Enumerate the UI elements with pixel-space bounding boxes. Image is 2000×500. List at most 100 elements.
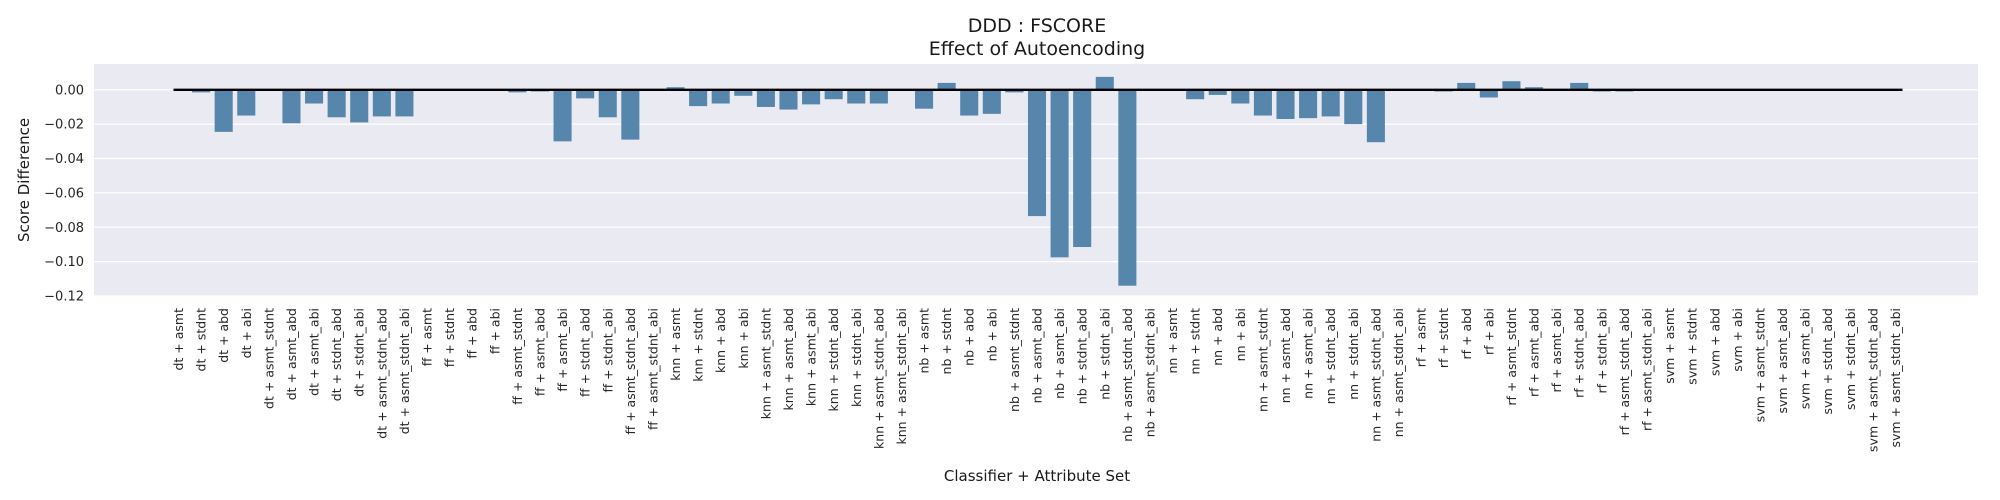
x-tick-label: knn + stdnt_abi bbox=[849, 308, 864, 407]
y-axis-label: Score Difference bbox=[15, 118, 33, 242]
x-tick-label: rf + abi bbox=[1481, 308, 1496, 355]
x-tick-label: rf + asmt_stdnt_abi bbox=[1639, 308, 1654, 431]
x-tick-label: knn + asmt_abi bbox=[804, 308, 819, 406]
x-tick-label: rf + asmt_abi bbox=[1549, 308, 1564, 393]
x-tick-label: nb + asmt_stdnt_abd bbox=[1120, 308, 1135, 442]
x-tick-label: svm + asmt_stdnt_abi bbox=[1888, 308, 1903, 448]
bar bbox=[1118, 89, 1137, 286]
bar bbox=[1027, 89, 1047, 217]
bar bbox=[1231, 89, 1250, 104]
x-tick-label: ff + asmt_stdnt_abd bbox=[623, 308, 638, 434]
bar bbox=[395, 89, 414, 117]
x-tick-label: dt + abd bbox=[216, 308, 231, 363]
x-tick-label: svm + stdnt bbox=[1685, 308, 1700, 385]
bar bbox=[192, 89, 211, 93]
x-tick-label: nb + stdnt bbox=[939, 308, 954, 375]
bar bbox=[1524, 87, 1544, 90]
y-axis-ticks: 0.00 −0.02 −0.04 −0.06 −0.08 −0.10 −0.12 bbox=[44, 83, 84, 304]
x-tick-label: ff + asmt_abd bbox=[532, 308, 547, 396]
x-tick-label: ff + asmt bbox=[420, 308, 435, 366]
bar bbox=[576, 89, 595, 99]
x-tick-label: nn + abd bbox=[1210, 308, 1225, 366]
x-tick-label: nb + asmt_abi bbox=[1052, 308, 1067, 399]
bar bbox=[1457, 82, 1476, 90]
bar bbox=[1073, 89, 1092, 248]
x-tick-label: dt + stdnt_abi bbox=[352, 308, 367, 397]
x-axis-ticks: dt + asmt dt + stdnt dt + abd dt + abi dt + … bbox=[171, 308, 1903, 452]
x-tick-label: ff + stdnt_abd bbox=[578, 308, 593, 397]
x-tick-label: ff + asmt_stdnt bbox=[510, 308, 525, 405]
bar bbox=[711, 89, 730, 104]
bar bbox=[621, 89, 640, 140]
x-tick-label: nn + abi bbox=[1233, 308, 1248, 361]
bar bbox=[214, 89, 233, 132]
x-tick-label: rf + stdnt_abi bbox=[1594, 308, 1609, 393]
bar bbox=[1095, 76, 1114, 90]
bar bbox=[666, 87, 685, 90]
x-tick-label: rf + asmt_stdnt_abd bbox=[1617, 308, 1632, 435]
x-tick-label: ff + asmt_stdnt_abi bbox=[645, 308, 660, 430]
bar bbox=[779, 89, 798, 110]
x-tick-label: dt + asmt_stdnt_abi bbox=[397, 308, 412, 434]
bar bbox=[598, 89, 617, 118]
x-tick-label: knn + abd bbox=[713, 308, 728, 373]
x-tick-label: nb + abi bbox=[984, 308, 999, 361]
x-tick-label: nb + asmt bbox=[917, 308, 932, 374]
x-tick-label: dt + asmt_abd bbox=[284, 308, 299, 400]
x-tick-label: knn + stdnt bbox=[691, 308, 706, 382]
x-tick-label: rf + abd bbox=[1459, 308, 1474, 360]
x-tick-label: nb + stdnt_abi bbox=[1097, 308, 1112, 400]
x-tick-label: dt + asmt_stdnt bbox=[261, 308, 276, 409]
y-tick-label: 0.00 bbox=[55, 83, 84, 98]
bar bbox=[1570, 82, 1589, 90]
bar bbox=[1276, 89, 1295, 119]
x-tick-label: nn + asmt_stdnt_abi bbox=[1391, 308, 1406, 437]
bar bbox=[1050, 89, 1069, 258]
x-tick-label: svm + asmt_stdnt_abd bbox=[1865, 308, 1880, 452]
bar bbox=[372, 89, 391, 117]
y-tick-label: −0.06 bbox=[44, 186, 84, 201]
bar bbox=[1253, 89, 1272, 116]
x-tick-label: svm + asmt_abd bbox=[1775, 308, 1790, 414]
x-tick-label: knn + abi bbox=[736, 308, 751, 369]
x-tick-label: dt + stdnt bbox=[194, 308, 209, 372]
bar bbox=[734, 89, 753, 96]
x-axis-label: Classifier + Attribute Set bbox=[944, 467, 1130, 485]
bar bbox=[756, 89, 775, 107]
y-tick-label: −0.04 bbox=[44, 152, 84, 167]
bar bbox=[915, 89, 934, 109]
x-tick-label: svm + stdnt_abi bbox=[1843, 308, 1858, 410]
bar bbox=[1005, 89, 1024, 93]
bar bbox=[1344, 89, 1363, 125]
bar bbox=[237, 89, 256, 116]
bar bbox=[1208, 89, 1227, 95]
bar bbox=[1299, 89, 1318, 119]
bar bbox=[937, 82, 956, 90]
x-tick-label: svm + asmt bbox=[1662, 308, 1677, 384]
bar bbox=[327, 89, 346, 118]
bars bbox=[192, 76, 1634, 286]
x-tick-label: nb + asmt_abd bbox=[1030, 308, 1045, 403]
x-tick-label: dt + abi bbox=[239, 308, 254, 358]
x-tick-label: rf + stdnt_abd bbox=[1572, 308, 1587, 398]
y-tick-label: −0.10 bbox=[44, 255, 84, 270]
bar bbox=[508, 89, 527, 93]
bar bbox=[1366, 89, 1385, 143]
x-tick-label: nn + asmt_stdnt_abd bbox=[1368, 308, 1383, 442]
x-tick-label: nb + asmt_stdnt_abi bbox=[1142, 308, 1157, 437]
x-tick-label: dt + asmt_stdnt_abd bbox=[374, 308, 389, 439]
x-tick-label: ff + asmt_abi bbox=[555, 308, 570, 392]
x-tick-label: rf + stdnt bbox=[1436, 308, 1451, 368]
bar bbox=[282, 89, 301, 124]
x-tick-label: dt + stdnt_abd bbox=[329, 308, 344, 401]
y-tick-label: −0.02 bbox=[44, 118, 84, 133]
x-tick-label: knn + asmt_stdnt_abi bbox=[894, 308, 909, 445]
chart-subtitle: Effect of Autoencoding bbox=[929, 38, 1145, 60]
x-tick-label: nn + asmt_abi bbox=[1301, 308, 1316, 399]
x-tick-label: nb + abd bbox=[962, 308, 977, 366]
bar bbox=[960, 89, 979, 116]
bar bbox=[1186, 89, 1205, 100]
bar bbox=[689, 89, 708, 107]
